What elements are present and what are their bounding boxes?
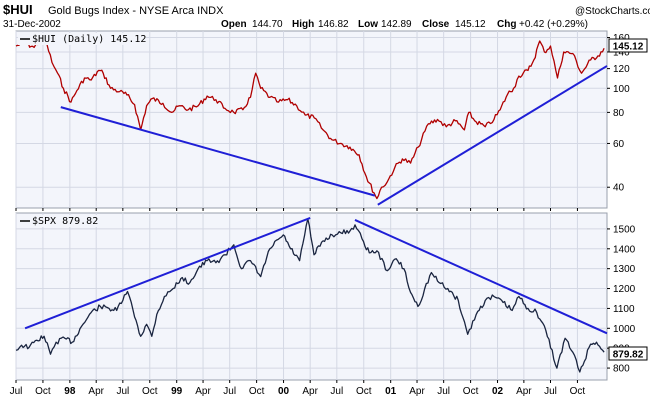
spx-legend-bg bbox=[18, 215, 114, 227]
time-axis: Jul Oct 98 Apr Jul Oct 99 Apr Jul Oct 00 Apr Jul Oct 0… bbox=[10, 208, 586, 397]
symbol-title: $HUI bbox=[3, 2, 33, 17]
x-tick-label: Apr bbox=[409, 386, 425, 397]
close-value: 145.12 bbox=[455, 19, 486, 30]
hui-gridlines bbox=[15, 31, 607, 208]
x-tick-label: 01 bbox=[385, 386, 397, 397]
x-tick-label: Jul bbox=[10, 386, 23, 397]
open-value: 144.70 bbox=[252, 19, 283, 30]
hui-y-tick-label: 100 bbox=[613, 84, 630, 95]
hui-panel: 406080100120140160 $HUI (Daily) 145.12 1… bbox=[15, 30, 648, 209]
hui-legend-bg bbox=[18, 33, 146, 45]
x-tick-label: 99 bbox=[171, 386, 183, 397]
spx-y-tick-label: 1300 bbox=[613, 264, 636, 275]
close-label: Close bbox=[422, 19, 450, 30]
index-name: Gold Bugs Index - NYSE Arca INDX bbox=[48, 5, 224, 17]
hui-y-tick-label: 120 bbox=[613, 64, 630, 75]
x-tick-label: Apr bbox=[195, 386, 211, 397]
hui-y-tick-label: 140 bbox=[613, 47, 630, 58]
spx-price-series bbox=[15, 218, 605, 373]
spx-y-tick-label: 1500 bbox=[613, 224, 636, 235]
hui-trendline bbox=[377, 65, 608, 206]
open-label: Open bbox=[221, 19, 247, 30]
spx-y-tick-label: 1100 bbox=[613, 304, 635, 315]
x-tick-label: Oct bbox=[142, 386, 158, 397]
x-tick-label: Jul bbox=[223, 386, 236, 397]
spx-legend: $SPX 879.82 bbox=[32, 216, 98, 227]
x-tick-label: Oct bbox=[35, 386, 51, 397]
spx-y-tick-label: 1000 bbox=[613, 324, 636, 335]
quote-bar: Open 144.70 High 146.82 Low 142.89 Close… bbox=[221, 19, 588, 30]
spx-trendline bbox=[24, 217, 311, 330]
x-tick-label: 98 bbox=[64, 386, 76, 397]
spx-trendline bbox=[354, 219, 608, 335]
chart-date: 31-Dec-2002 bbox=[3, 19, 61, 30]
hui-price-series bbox=[15, 39, 605, 200]
x-tick-label: 00 bbox=[278, 386, 290, 397]
low-label: Low bbox=[358, 19, 378, 30]
x-tick-label: Apr bbox=[516, 386, 532, 397]
hui-y-tick-label: 40 bbox=[613, 183, 625, 194]
high-value: 146.82 bbox=[318, 19, 349, 30]
spx-last-value: 879.82 bbox=[613, 350, 644, 361]
x-tick-label: Apr bbox=[302, 386, 318, 397]
hui-trendline bbox=[60, 106, 376, 197]
high-label: High bbox=[292, 19, 314, 30]
hui-last-value-tag: 145.12 bbox=[608, 38, 648, 53]
hui-y-axis: 406080100120140160 bbox=[607, 33, 630, 194]
change-label: Chg bbox=[497, 19, 516, 30]
x-tick-label: Oct bbox=[570, 386, 586, 397]
x-tick-label: Jul bbox=[330, 386, 343, 397]
x-tick-label: Jul bbox=[437, 386, 450, 397]
x-tick-label: Apr bbox=[88, 386, 104, 397]
change-value: +0.42 (+0.29%) bbox=[519, 19, 588, 30]
spx-y-tick-label: 1200 bbox=[613, 284, 636, 295]
low-value: 142.89 bbox=[381, 19, 412, 30]
spx-y-tick-label: 1400 bbox=[613, 244, 636, 255]
spx-panel: 800900100011001200130014001500 $SPX 879.… bbox=[15, 212, 648, 381]
spx-last-value-tag: 879.82 bbox=[608, 346, 648, 361]
x-tick-label: Oct bbox=[249, 386, 265, 397]
spx-price-line bbox=[15, 218, 605, 373]
copyright-label: @StockCharts.com bbox=[575, 6, 650, 17]
x-tick-label: 02 bbox=[492, 386, 504, 397]
x-tick-label: Oct bbox=[356, 386, 372, 397]
x-tick-label: Jul bbox=[116, 386, 129, 397]
x-tick-label: Oct bbox=[463, 386, 479, 397]
spx-trendlines bbox=[24, 217, 608, 335]
hui-last-value: 145.12 bbox=[613, 42, 644, 53]
spx-y-tick-label: 800 bbox=[613, 364, 630, 375]
hui-legend: $HUI (Daily) 145.12 bbox=[32, 34, 146, 45]
x-tick-label: Jul bbox=[544, 386, 557, 397]
hui-y-tick-label: 60 bbox=[613, 139, 625, 150]
hui-y-tick-label: 80 bbox=[613, 108, 625, 119]
hui-price-line bbox=[15, 39, 605, 200]
hui-trendlines bbox=[60, 65, 608, 206]
